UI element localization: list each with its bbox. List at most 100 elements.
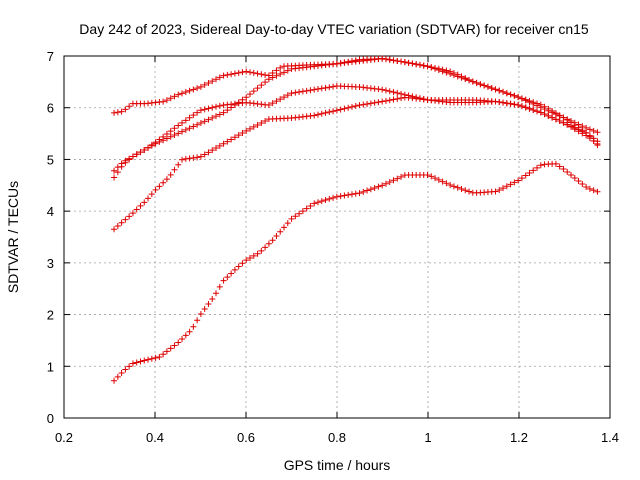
data-point [522,104,529,111]
data-point [549,114,556,121]
data-point [326,109,333,116]
data-point [182,89,189,96]
data-point [201,306,208,313]
data-point [156,138,163,145]
data-point [507,100,514,107]
data-point [250,88,257,95]
data-point [194,85,201,92]
data-point [280,224,287,231]
data-point [594,129,601,136]
data-point [594,188,601,195]
axis-ticks [63,55,611,419]
data-point [492,86,499,93]
data-point [575,177,582,184]
data-point [462,76,469,83]
data-point [258,119,265,126]
data-point [258,247,265,254]
data-point [466,188,473,195]
data-point [590,138,597,145]
data-point [216,283,223,290]
data-point [534,164,541,171]
data-point [552,110,559,117]
data-point [311,112,318,119]
data-point [432,65,439,72]
data-point [398,58,405,65]
data-point [428,173,435,180]
data-point [541,111,548,118]
data-point [197,311,204,318]
data-point [450,72,457,79]
data-point [530,99,537,106]
data-point [201,81,208,88]
data-point [122,216,129,223]
data-point [360,188,367,195]
data-point [481,82,488,89]
data-point [473,79,480,86]
data-point [111,167,118,174]
data-point [367,100,374,107]
data-point [197,107,204,114]
series-3 [111,55,601,174]
data-point [447,182,454,189]
data-point [288,215,295,222]
data-series [111,55,601,384]
data-point [209,147,216,154]
data-point [518,95,525,102]
data-point [518,103,525,110]
data-point [379,55,386,62]
data-point [311,86,318,93]
data-point [356,102,363,109]
data-point [137,358,144,365]
data-point [224,274,231,281]
data-point [171,93,178,100]
data-point [175,339,182,346]
data-point [330,83,337,90]
data-point [129,210,136,217]
x-tick-label: 1 [424,430,431,445]
data-point [296,210,303,217]
data-point [552,116,559,123]
data-point [348,103,355,110]
data-point [197,153,204,160]
data-point [262,71,269,78]
data-point [197,83,204,90]
data-point [345,104,352,111]
data-point [182,117,189,124]
data-point [364,187,371,194]
data-point [586,185,593,192]
data-point [311,200,318,207]
data-point [273,98,280,105]
data-point [288,90,295,97]
x-tick-label: 0.4 [146,430,164,445]
data-point [571,174,578,181]
data-point [530,167,537,174]
data-point [179,119,186,126]
data-point [586,135,593,142]
data-point [179,335,186,342]
data-point [379,98,386,105]
data-point [167,128,174,135]
data-point [114,373,121,380]
data-point [280,69,287,76]
data-point [265,102,272,109]
data-point [247,69,254,76]
data-point [416,61,423,68]
data-point [262,117,269,124]
data-point [133,151,140,158]
data-point [503,183,510,190]
data-point [466,77,473,84]
data-point [484,83,491,90]
data-point [148,142,155,149]
data-point [250,252,257,259]
data-point [228,104,235,111]
data-point [341,105,348,112]
data-point [152,354,159,361]
data-point [488,85,495,92]
data-point [137,149,144,156]
data-point [129,360,136,367]
data-point [526,105,533,112]
data-point [201,106,208,113]
data-point [284,92,291,99]
data-point [537,109,544,116]
